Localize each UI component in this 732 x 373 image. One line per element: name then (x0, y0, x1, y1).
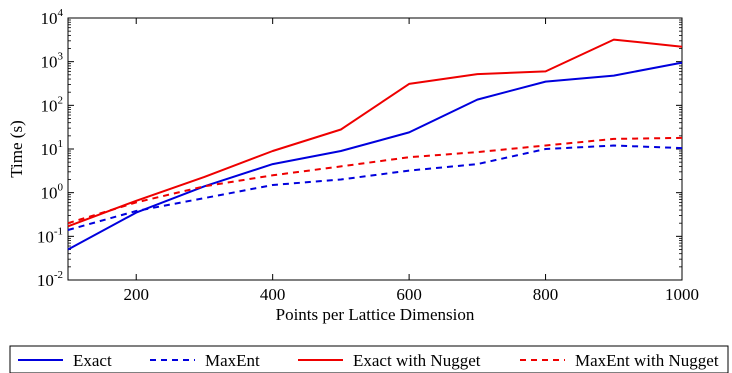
y-tick-labels: 10-2 10-1 100 101 102 103 104 (37, 7, 64, 290)
series-line-exact (67, 61, 683, 251)
y-axis-title: Time (s) (7, 120, 26, 177)
x-tick-label: 600 (396, 285, 422, 304)
series-line-maxent-with-nugget (67, 136, 683, 225)
x-tick-label: 800 (533, 285, 559, 304)
y-tick-label: 101 (41, 138, 64, 159)
x-axis-title: Points per Lattice Dimension (276, 305, 475, 324)
series-line-maxent (67, 144, 683, 231)
x-tick-label: 400 (260, 285, 286, 304)
y-tick-label: 10-1 (37, 225, 63, 246)
legend-label-maxent-with-nugget: MaxEnt with Nugget (575, 351, 719, 370)
axis-ticks (68, 17, 683, 281)
legend-label-maxent: MaxEnt (205, 351, 260, 370)
legend: Exact MaxEnt Exact with Nugget MaxEnt with … (9, 345, 729, 373)
y-tick-label: 102 (41, 94, 64, 115)
y-tick-label: 10-2 (37, 269, 63, 290)
x-tick-label: 200 (123, 285, 149, 304)
series-line-exact-with-nugget (67, 38, 683, 228)
legend-label-exact-with-nugget: Exact with Nugget (353, 351, 481, 370)
y-tick-label: 103 (41, 51, 64, 72)
x-tick-labels: 200 400 600 800 1000 (123, 285, 699, 304)
series-lines (67, 38, 683, 251)
plot-frame (67, 17, 683, 281)
legend-frame (9, 345, 729, 373)
y-tick-label: 100 (41, 182, 64, 203)
x-tick-label: 1000 (665, 285, 699, 304)
legend-label-exact: Exact (73, 351, 112, 370)
y-tick-label: 104 (41, 7, 64, 28)
